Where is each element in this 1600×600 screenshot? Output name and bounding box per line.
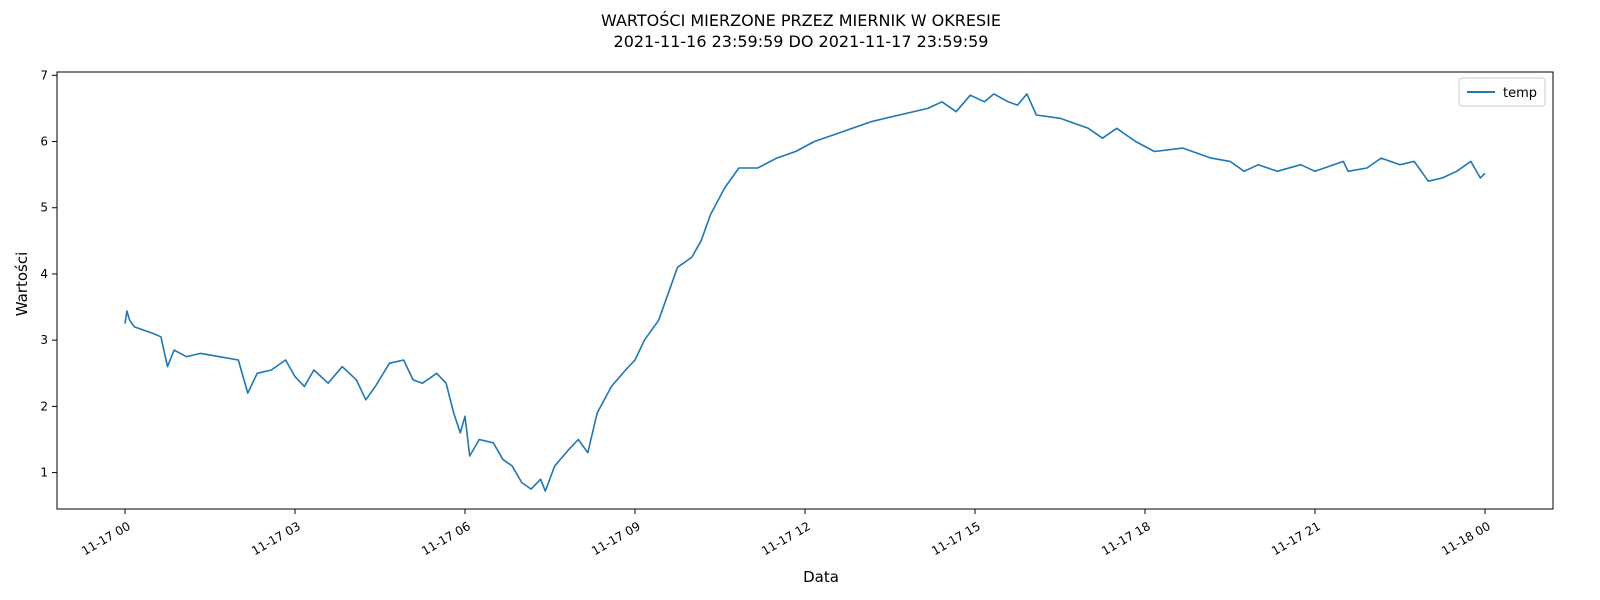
y-tick-label: 2 <box>40 399 48 413</box>
chart-subtitle: 2021-11-16 23:59:59 DO 2021-11-17 23:59:… <box>614 32 989 51</box>
y-tick-label: 4 <box>40 267 48 281</box>
x-tick-label: 11-17 00 <box>79 519 133 558</box>
legend-label: temp <box>1503 86 1537 101</box>
x-tick-label: 11-17 18 <box>1099 519 1153 558</box>
x-tick-label: 11-17 09 <box>589 519 643 558</box>
legend: temp <box>1458 77 1546 107</box>
series-line-temp <box>124 93 1486 492</box>
chart-title: WARTOŚCI MIERZONE PRZEZ MIERNIK W OKRESI… <box>601 11 1001 30</box>
x-tick-label: 11-17 12 <box>759 519 813 558</box>
y-tick-label: 5 <box>40 201 48 215</box>
plot-area <box>56 71 1554 510</box>
y-tick-label: 7 <box>40 68 48 82</box>
plot-frame <box>56 71 1554 510</box>
y-tick-label: 1 <box>40 466 48 480</box>
legend-box <box>1458 77 1546 107</box>
x-axis-ticks: 11-17 00 11-17 03 11-17 06 11-17 09 11-17 12… <box>79 509 1493 558</box>
x-tick-label: 11-17 15 <box>929 519 983 558</box>
y-tick-label: 6 <box>40 135 48 149</box>
x-axis-label: Data <box>803 568 839 586</box>
y-axis-label: Wartości <box>13 252 31 317</box>
x-tick-label: 11-18 00 <box>1439 519 1493 558</box>
y-tick-label: 3 <box>40 333 48 347</box>
x-tick-label: 11-17 03 <box>249 519 303 558</box>
series-layer <box>124 93 1486 492</box>
y-axis-ticks: 1 2 3 4 5 6 7 <box>40 68 57 480</box>
x-tick-label: 11-17 21 <box>1269 519 1323 558</box>
x-tick-label: 11-17 06 <box>419 519 473 558</box>
